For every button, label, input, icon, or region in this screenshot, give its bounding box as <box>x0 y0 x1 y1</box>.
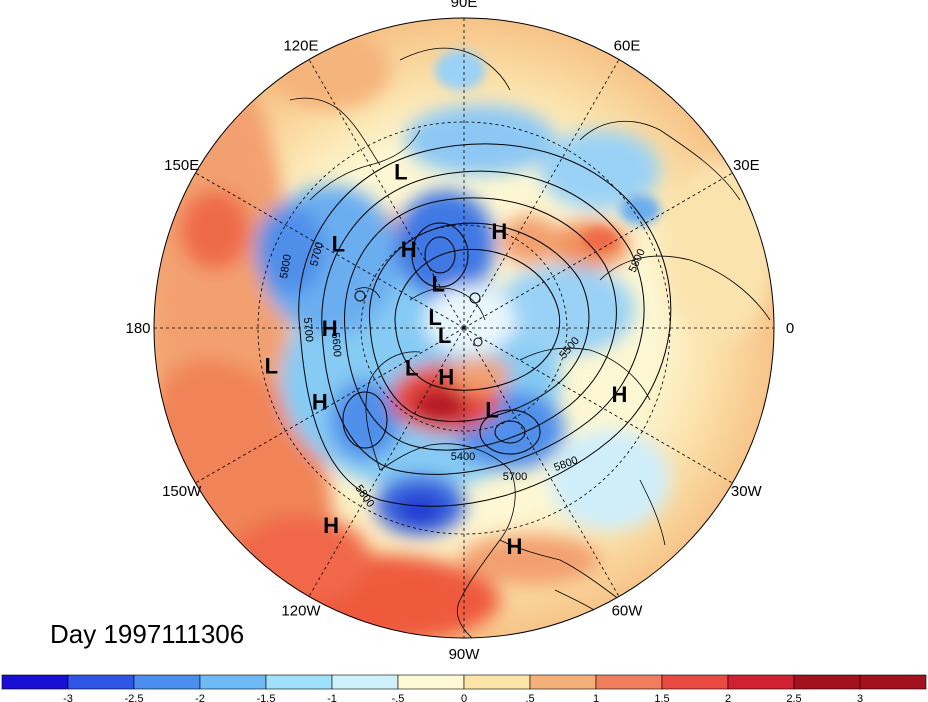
low-pressure-marker: L <box>428 305 441 330</box>
colorbar-tick-label: 3 <box>857 693 863 702</box>
high-pressure-marker: H <box>312 390 328 415</box>
colorbar-tick-label: -1 <box>327 693 337 702</box>
colorbar-swatch <box>67 674 135 690</box>
high-pressure-marker: H <box>322 316 338 341</box>
colorbar-tick-label: -3 <box>63 693 73 702</box>
contour-value-label: 5700 <box>503 471 527 483</box>
colorbar-swatch <box>265 674 333 690</box>
colorbar-tick-label: -2.5 <box>125 693 144 702</box>
colorbar-swatch <box>199 674 267 690</box>
colorbar-tick-label: -2 <box>195 693 205 702</box>
high-pressure-marker: H <box>438 365 454 390</box>
high-pressure-marker: H <box>323 513 339 538</box>
colorbar-tick-label: -1.5 <box>257 693 276 702</box>
colorbar-swatch <box>529 674 597 690</box>
longitude-label: 90E <box>451 0 478 11</box>
colorbar-tick-label: 2.5 <box>786 693 801 702</box>
map-border <box>153 17 775 639</box>
day-label: Day 1997111306 <box>50 619 245 649</box>
colorbar: -3 -2.5 -2 -1.5 -1 -.5 0 .5 1 1.5 2 2.5 3 <box>1 674 927 702</box>
longitude-label: 30E <box>733 157 760 174</box>
longitude-labels: 90E 60E 30E 0 30W 60W 90W 120W 150W 180 150E 120E <box>125 0 794 663</box>
longitude-label: 120W <box>281 602 321 619</box>
colorbar-tick-label: 1.5 <box>654 693 669 702</box>
longitude-label: 60E <box>614 38 641 55</box>
contour-value-label: 5600 <box>329 332 343 357</box>
low-pressure-marker: L <box>485 397 498 422</box>
longitude-label: 30W <box>731 483 763 500</box>
colorbar-swatch <box>397 674 465 690</box>
colorbar-tick-label: 1 <box>593 693 599 702</box>
longitude-label: 60W <box>612 602 644 619</box>
longitude-label: 90W <box>449 646 481 663</box>
longitude-label: 120E <box>283 38 318 55</box>
colorbar-tick-label: .5 <box>525 693 534 702</box>
colorbar-swatch <box>1 674 69 690</box>
high-pressure-marker: H <box>611 382 627 407</box>
low-pressure-marker: L <box>265 354 278 379</box>
longitude-label: 0 <box>786 320 794 337</box>
colorbar-swatch <box>463 674 531 690</box>
longitude-label: 150W <box>162 483 202 500</box>
contour-value-label: 5400 <box>451 451 475 463</box>
colorbar-swatch <box>793 674 861 690</box>
colorbar-swatch <box>331 674 399 690</box>
low-pressure-marker: L <box>394 160 407 185</box>
low-pressure-marker: L <box>405 355 418 380</box>
contour-value-label: 5700 <box>301 317 315 342</box>
colorbar-tick-label: 2 <box>725 693 731 702</box>
low-pressure-marker: L <box>332 231 345 256</box>
longitude-label: 150E <box>164 157 199 174</box>
high-pressure-marker: H <box>491 219 507 244</box>
longitude-label: 180 <box>125 320 150 337</box>
colorbar-swatch <box>595 674 663 690</box>
colorbar-tick-label: 0 <box>461 693 467 702</box>
contour-value-label: 5800 <box>278 253 294 279</box>
colorbar-swatch <box>133 674 201 690</box>
low-pressure-marker: L <box>431 271 444 296</box>
colorbar-swatch <box>859 674 927 690</box>
low-pressure-marker: L <box>438 323 451 348</box>
graticule <box>154 18 774 638</box>
high-pressure-marker: H <box>401 237 417 262</box>
colorbar-swatch <box>727 674 795 690</box>
colorbar-tick-label: -.5 <box>392 693 405 702</box>
high-pressure-marker: H <box>506 534 522 559</box>
colorbar-swatch <box>661 674 729 690</box>
